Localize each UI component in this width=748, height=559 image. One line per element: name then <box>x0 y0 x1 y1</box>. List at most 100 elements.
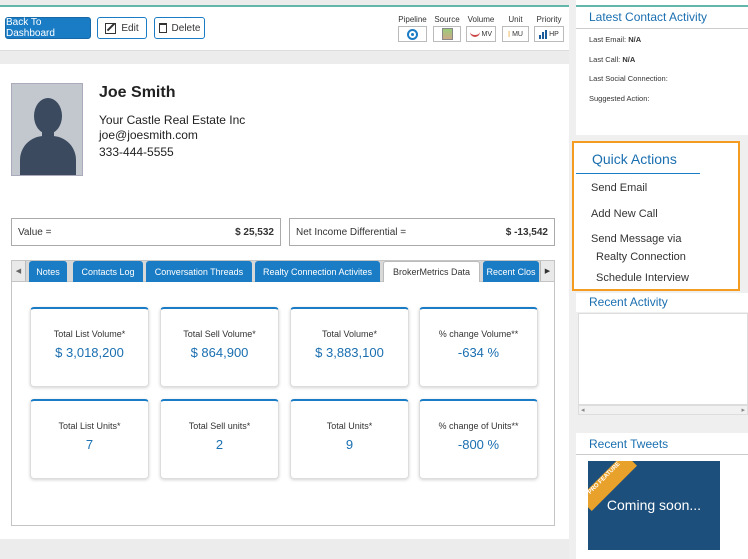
card-label: Total List Volume* <box>53 329 126 339</box>
tab-scroll-left-button[interactable]: ◀ <box>12 261 26 281</box>
tab-contacts-log[interactable]: Contacts Log <box>73 261 143 282</box>
card-label: Total Units* <box>326 421 373 431</box>
card-label: Total Sell Volume* <box>183 329 256 339</box>
tab-conversation-threads[interactable]: Conversation Threads <box>146 261 252 282</box>
tab-realty-connection-activites[interactable]: Realty Connection Activites <box>255 261 380 282</box>
recent-tweets-title: Recent Tweets <box>589 437 669 451</box>
unit-indicator[interactable]: Unit ǀ MU <box>502 15 529 42</box>
wave-icon <box>470 31 480 37</box>
divider <box>576 28 748 29</box>
schedule-interview-action[interactable]: Schedule Interview <box>596 272 689 284</box>
last-call-value: N/A <box>622 55 636 64</box>
scroll-left-icon[interactable]: ◂ <box>581 407 585 414</box>
card-label: Total List Units* <box>58 421 121 431</box>
volume-indicator[interactable]: Volume MV <box>466 15 496 42</box>
card-label: Total Volume* <box>321 329 378 339</box>
send-email-action[interactable]: Send Email <box>591 182 648 194</box>
realty-connection-action[interactable]: Realty Connection <box>596 251 686 263</box>
unit-label: Unit <box>508 15 523 24</box>
metric-card: Total Sell units* 2 <box>160 399 279 479</box>
pipeline-label: Pipeline <box>398 15 427 24</box>
contact-email[interactable]: joe@joesmith.com <box>99 128 198 142</box>
quick-actions-title: Quick Actions <box>592 151 677 167</box>
card-value: -800 % <box>457 437 500 452</box>
contact-profile: Joe Smith Your Castle Real Estate Inc jo… <box>0 64 569 539</box>
contact-phone: 333-444-5555 <box>99 145 174 159</box>
card-label: % change of Units** <box>438 421 519 431</box>
tab-recent-closings[interactable]: Recent Clos <box>483 261 539 282</box>
coming-soon-banner: PRO FEATURE Coming soon... <box>588 461 720 550</box>
recent-activity-title: Recent Activity <box>589 295 668 309</box>
quick-actions-rule <box>576 173 700 174</box>
back-to-dashboard-button[interactable]: Back To Dashboard <box>5 17 91 39</box>
value-box: Value = $ 25,532 <box>11 218 281 246</box>
source-box <box>433 26 461 42</box>
tab-notes[interactable]: Notes <box>29 261 67 282</box>
edit-button[interactable]: Edit <box>97 17 147 39</box>
metric-card: Total Units* 9 <box>290 399 409 479</box>
priority-box: HP <box>534 26 564 42</box>
priority-indicator[interactable]: Priority HP <box>534 15 564 42</box>
pipeline-indicator[interactable]: Pipeline <box>398 15 427 42</box>
card-label: Total Sell units* <box>188 421 251 431</box>
source-image-icon <box>441 28 453 40</box>
last-social-connection: Last Social Connection: <box>589 74 668 83</box>
top-rule <box>576 5 748 7</box>
volume-box: MV <box>466 26 496 42</box>
card-value: $ 3,018,200 <box>55 345 124 360</box>
priority-value: HP <box>549 30 559 38</box>
last-email-value: N/A <box>628 35 642 44</box>
net-income-label: Net Income Differential = <box>296 226 407 238</box>
metric-card: % change of Units** -800 % <box>419 399 538 479</box>
latest-activity-panel <box>576 0 748 135</box>
source-label: Source <box>434 15 460 24</box>
unit-box: ǀ MU <box>502 26 529 42</box>
unit-value: MU <box>512 30 523 38</box>
metric-card: Total List Volume* $ 3,018,200 <box>30 307 149 387</box>
metric-card: Total Sell Volume* $ 864,900 <box>160 307 279 387</box>
delete-button-label: Delete <box>171 22 201 34</box>
avatar <box>11 83 83 176</box>
last-call: Last Call: N/A <box>589 55 635 64</box>
scroll-right-icon[interactable]: ▸ <box>741 407 745 414</box>
add-new-call-action[interactable]: Add New Call <box>591 208 658 220</box>
net-income-amount: $ -13,542 <box>505 226 548 238</box>
coming-soon-text: Coming soon... <box>606 497 702 513</box>
card-value: -634 % <box>457 345 500 360</box>
card-value: 2 <box>215 437 224 452</box>
card-value: 9 <box>345 437 354 452</box>
suggested-action: Suggested Action: <box>589 94 650 103</box>
target-icon <box>407 28 418 40</box>
net-income-box: Net Income Differential = $ -13,542 <box>289 218 555 246</box>
card-value: $ 3,883,100 <box>315 345 384 360</box>
last-email: Last Email: N/A <box>589 35 641 44</box>
send-message-via-label: Send Message via <box>591 233 682 245</box>
pipeline-box <box>398 26 427 42</box>
tab-bar: ◀ Notes Contacts Log Conversation Thread… <box>11 260 555 282</box>
horizontal-scrollbar[interactable]: ◂ ▸ <box>578 405 748 415</box>
recent-activity-list <box>578 313 748 405</box>
edit-icon <box>105 22 117 34</box>
metric-card: % change Volume** -634 % <box>419 307 538 387</box>
last-email-label: Last Email: <box>589 35 627 44</box>
toolbar: Back To Dashboard Edit Delete Pipeline S… <box>0 5 569 51</box>
contact-company: Your Castle Real Estate Inc <box>99 113 246 127</box>
value-amount: $ 25,532 <box>235 226 274 238</box>
tab-scroll-right-button[interactable]: ▶ <box>540 261 554 281</box>
bar-chart-icon <box>539 29 548 39</box>
metric-card: Total Volume* $ 3,883,100 <box>290 307 409 387</box>
last-call-label: Last Call: <box>589 55 621 64</box>
avatar-body <box>20 136 76 175</box>
value-label: Value = <box>18 226 52 238</box>
card-value: 7 <box>85 437 94 452</box>
source-indicator[interactable]: Source <box>433 15 461 42</box>
quick-actions-panel: Quick Actions Send Email Add New Call Se… <box>572 141 740 291</box>
priority-label: Priority <box>536 15 562 24</box>
brokermetrics-panel: Total List Volume* $ 3,018,200 Total Sel… <box>11 282 555 526</box>
divider <box>576 454 748 455</box>
card-value: $ 864,900 <box>190 345 249 360</box>
volume-value: MV <box>481 30 493 38</box>
delete-button[interactable]: Delete <box>154 17 205 39</box>
thermometer-icon: ǀ <box>508 29 511 39</box>
tab-brokermetrics-data[interactable]: BrokerMetrics Data <box>383 261 480 282</box>
